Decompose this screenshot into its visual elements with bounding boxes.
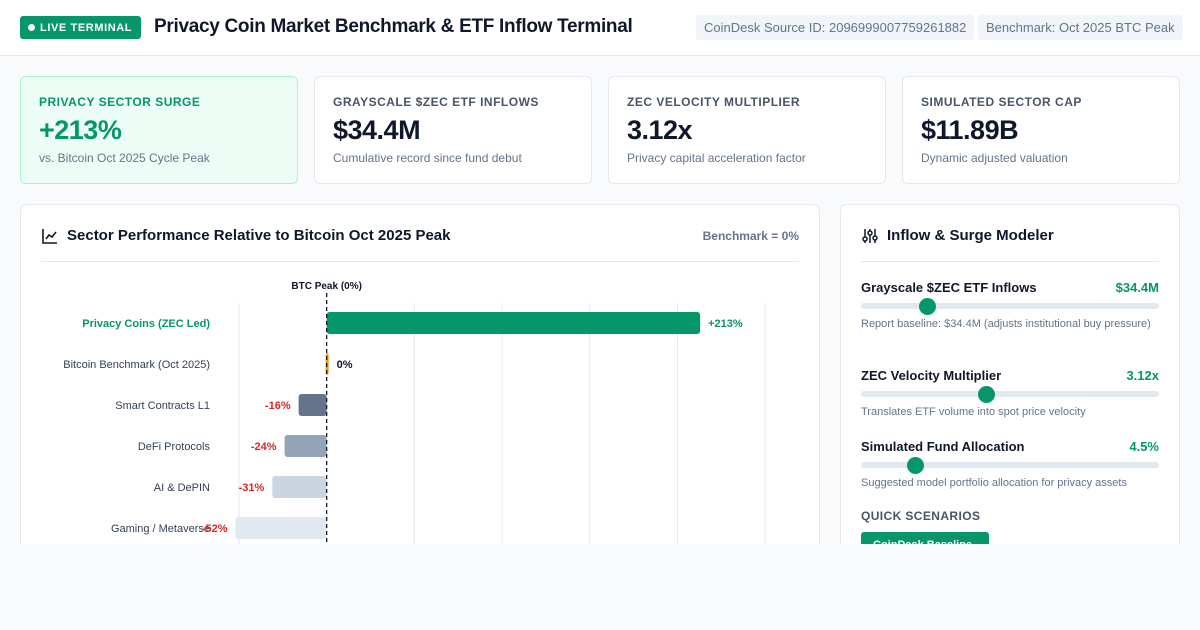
kpi-label: SIMULATED SECTOR CAP: [921, 95, 1082, 109]
source-id-chip: CoinDesk Source ID: 2096999007759261882: [696, 15, 975, 40]
slider-thumb[interactable]: [906, 457, 924, 474]
kpi-label: ZEC VELOCITY MULTIPLIER: [627, 95, 801, 109]
slider-thumb[interactable]: [978, 386, 996, 403]
live-terminal-badge: LIVE TERMINAL: [20, 16, 142, 39]
bar: [298, 394, 327, 416]
chart-panel-header: Sector Performance Relative to Bitcoin O…: [41, 205, 799, 262]
live-dot-icon: [28, 24, 35, 31]
sector-performance-panel: Sector Performance Relative to Bitcoin O…: [20, 204, 820, 544]
control-help: Report baseline: $34.4M (adjusts institu…: [861, 318, 1151, 330]
category-label: DeFi Protocols: [138, 441, 211, 453]
fund-allocation-slider[interactable]: [861, 457, 1159, 474]
etf-inflows-slider[interactable]: [861, 298, 1159, 315]
chart-title: Sector Performance Relative to Bitcoin O…: [67, 227, 451, 244]
velocity-multiplier-slider[interactable]: [861, 386, 1159, 403]
control-help: Translates ETF volume into spot price ve…: [861, 406, 1086, 418]
coindesk-baseline-button[interactable]: CoinDesk Baseline: [861, 532, 989, 544]
bar: [235, 517, 327, 539]
benchmark-chip: Benchmark: Oct 2025 BTC Peak: [978, 15, 1183, 40]
slider-thumb[interactable]: [918, 298, 936, 315]
kpi-subtext: Cumulative record since fund debut: [333, 151, 522, 165]
kpi-subtext: Dynamic adjusted valuation: [921, 151, 1068, 165]
modeler-title: Inflow & Surge Modeler: [887, 227, 1054, 244]
control-value: 3.12x: [1126, 368, 1159, 383]
kpi-subtext: Privacy capital acceleration factor: [627, 151, 806, 165]
bar: [284, 435, 327, 457]
control-help: Suggested model portfolio allocation for…: [861, 477, 1127, 489]
line-chart-icon: [42, 229, 57, 244]
top-bar: LIVE TERMINAL Privacy Coin Market Benchm…: [0, 0, 1200, 56]
benchmark-label: Benchmark = 0%: [702, 229, 799, 243]
kpi-card-sector-cap: SIMULATED SECTOR CAP $11.89B Dynamic adj…: [902, 76, 1180, 184]
reference-line-label: BTC Peak (0%): [291, 281, 362, 292]
control-value: $34.4M: [1115, 280, 1159, 295]
kpi-card-velocity-multiplier: ZEC VELOCITY MULTIPLIER 3.12x Privacy ca…: [608, 76, 886, 184]
bar: [272, 476, 327, 498]
kpi-label: GRAYSCALE $ZEC ETF INFLOWS: [333, 95, 539, 109]
value-label: -31%: [239, 482, 265, 494]
value-label: 0%: [337, 359, 353, 371]
kpi-value: $34.4M: [333, 115, 421, 145]
control-label: Grayscale $ZEC ETF Inflows: [861, 280, 1037, 295]
value-label: -52%: [202, 523, 228, 535]
sector-bar-chart: Privacy Coins (ZEC Led) +213% Bitcoin Benc…: [63, 281, 766, 544]
value-label: -24%: [251, 441, 277, 453]
category-label: Smart Contracts L1: [115, 400, 210, 412]
category-label: Bitcoin Benchmark (Oct 2025): [63, 359, 210, 371]
control-label: Simulated Fund Allocation: [861, 439, 1025, 454]
kpi-label: PRIVACY SECTOR SURGE: [39, 95, 201, 109]
kpi-subtext: vs. Bitcoin Oct 2025 Cycle Peak: [39, 151, 210, 165]
inflow-surge-modeler-panel: Inflow & Surge Modeler Grayscale $ZEC ET…: [840, 204, 1180, 544]
kpi-card-sector-surge: PRIVACY SECTOR SURGE +213% vs. Bitcoin O…: [20, 76, 298, 184]
kpi-card-etf-inflows: GRAYSCALE $ZEC ETF INFLOWS $34.4M Cumula…: [314, 76, 592, 184]
live-terminal-label: LIVE TERMINAL: [40, 21, 133, 34]
kpi-value: $11.89B: [921, 115, 1019, 145]
value-label: +213%: [708, 318, 743, 330]
category-label: AI & DePIN: [154, 482, 210, 494]
kpi-value: +213%: [39, 115, 122, 145]
category-label: Privacy Coins (ZEC Led): [82, 318, 210, 330]
sliders-icon: [862, 229, 878, 243]
category-label: Gaming / Metaverse: [111, 523, 210, 535]
value-label: -16%: [265, 400, 291, 412]
control-label: ZEC Velocity Multiplier: [861, 368, 1002, 383]
kpi-value: 3.12x: [627, 115, 693, 145]
control-value: 4.5%: [1129, 439, 1159, 454]
app-title: Privacy Coin Market Benchmark & ETF Infl…: [154, 16, 633, 37]
modeler-panel-header: Inflow & Surge Modeler: [861, 205, 1159, 262]
bar: [326, 312, 701, 334]
quick-scenarios-title: QUICK SCENARIOS: [861, 509, 981, 523]
